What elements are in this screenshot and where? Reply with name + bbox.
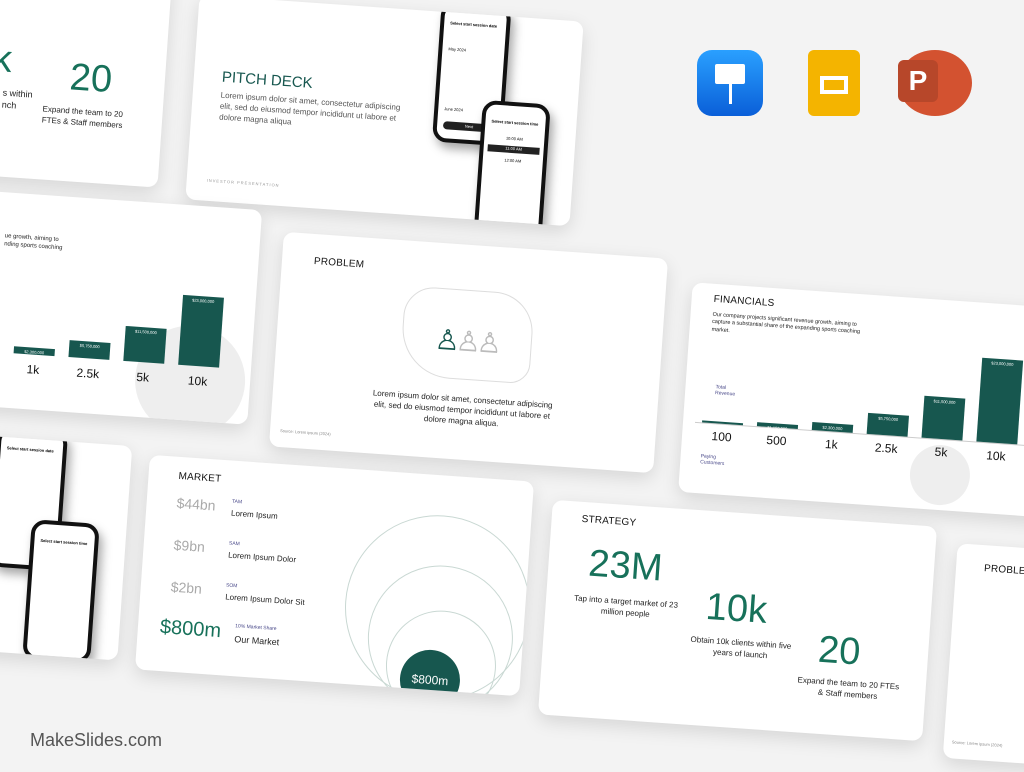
bar: $2,300,000 xyxy=(13,346,56,357)
category-label: 100 xyxy=(711,429,733,445)
slide-body: ue growth, aiming to nding sports coachi… xyxy=(3,233,63,252)
phone-mockup: Select start session time xyxy=(22,519,100,661)
slide-phones-partial[interactable]: Select start session date Select start s… xyxy=(0,434,133,661)
axis-label: Paying Customers xyxy=(700,453,725,467)
market-tag: SAM xyxy=(228,540,240,548)
market-row: $9bn SAM Lorem Ipsum Dolor xyxy=(173,536,296,565)
stat-text: s within nch xyxy=(1,87,33,111)
market-label: Lorem Ipsum Dolor Sit xyxy=(224,592,305,607)
market-row: $2bn SOM Lorem Ipsum Dolor Sit xyxy=(170,578,305,607)
market-row: $44bn TAM Lorem Ipsum xyxy=(176,494,278,521)
category-label: 500 xyxy=(765,432,787,449)
phone-title: Select start session date xyxy=(6,445,54,454)
market-tag: 10% Market Share xyxy=(235,623,277,633)
stat-value: k xyxy=(0,37,14,82)
bar: $11,500,000 xyxy=(122,325,168,364)
category-label: 5k xyxy=(135,369,150,385)
slide-market[interactable]: MARKET $800m $44bn TAM Lorem Ipsum $9bn … xyxy=(134,454,535,697)
market-row: $800m 10% Market Share Our Market xyxy=(159,615,279,647)
bar: $2,300,000 xyxy=(811,421,854,433)
phone-title: Select start session time xyxy=(40,537,88,547)
bar: $5,750,000 xyxy=(866,412,910,437)
category-label: 10k xyxy=(985,448,1007,464)
bar: $5,750,000 xyxy=(68,339,111,360)
market-value: $2bn xyxy=(170,578,203,597)
slide-problem[interactable]: PROBLEM ♙♙♙ Lorem ipsum dolor sit amet, … xyxy=(268,231,669,474)
bar: $1,150,000 xyxy=(756,421,799,432)
powerpoint-icon: P xyxy=(898,50,972,116)
stat-text: Expand the team to 20 FTEs & Staff membe… xyxy=(797,675,900,701)
slide-pitch-deck[interactable]: PITCH DECK Lorem ipsum dolor sit amet, c… xyxy=(185,0,584,227)
bar: $11,500,000 xyxy=(921,395,966,441)
time-slot[interactable]: 12:00 AM xyxy=(504,157,522,164)
stat-text: Expand the team to 20 FTEs & Staff membe… xyxy=(41,104,124,130)
source: Source: Lorem ipsum (2024) xyxy=(279,428,331,437)
phone-mockup: Select start session time 10:00 AM 11:00… xyxy=(473,99,551,227)
market-label: Our Market xyxy=(233,634,280,648)
slide-financials[interactable]: FINANCIALS Our company projects signific… xyxy=(678,282,1024,518)
market-value: $800m xyxy=(159,615,222,643)
slide-title: STRATEGY xyxy=(581,513,637,529)
stat-text: Tap into a target market of 23 million p… xyxy=(573,593,679,619)
calendar-month: May 2024 xyxy=(448,46,467,53)
bar-value-label: $2,300,000 xyxy=(24,348,45,356)
bar-value-label: $11,500,000 xyxy=(933,398,956,405)
stat-value: 23M xyxy=(587,542,664,590)
category-label: 1k xyxy=(26,362,40,378)
bar-value-label: $23,000,000 xyxy=(191,297,215,305)
market-tag: TAM xyxy=(231,498,243,506)
slide-title: MARKET xyxy=(178,470,222,485)
market-label: Lorem Ipsum xyxy=(230,508,278,521)
market-value: $44bn xyxy=(176,494,217,514)
revenue-chart: $230,000 $1,150,000 $2,300,000 $5,750,000 $1… xyxy=(694,338,1024,446)
category-label: 2.5k xyxy=(76,365,100,382)
stat-text: Obtain 10k clients within five years of … xyxy=(690,634,792,660)
category-label: 5k xyxy=(934,444,948,460)
bar-value-label: $5,750,000 xyxy=(79,342,100,349)
bar: $23,000,000 xyxy=(975,357,1024,445)
category-label: 1k xyxy=(824,436,839,452)
revenue-chart: $2,300,000 1k $5,750,000 2.5k $11,500,000 5k $… xyxy=(7,283,231,389)
problem-body: Lorem ipsum dolor sit amet, consectetur … xyxy=(372,388,553,428)
google-slides-icon xyxy=(808,50,860,116)
pitch-title: PITCH DECK xyxy=(221,68,314,92)
people-icon: ♙♙♙ xyxy=(433,323,500,359)
bar-value-label: $23,000,000 xyxy=(991,360,1014,367)
slide-title: PROBLEM xyxy=(983,563,1024,578)
stat-value: 20 xyxy=(816,628,862,674)
time-slot[interactable]: 10:00 AM xyxy=(505,135,523,142)
stat-value: 20 xyxy=(68,56,114,102)
phone-title: Select start session date xyxy=(450,20,498,29)
stat-value: 10k xyxy=(704,585,769,632)
slide-strategy[interactable]: STRATEGY 23M Tap into a target market of… xyxy=(537,499,938,742)
slide-title: FINANCIALS xyxy=(713,293,775,310)
category-label: 2.5k xyxy=(874,440,898,457)
category-label: 10k xyxy=(187,373,208,389)
bar-value-label: $11,500,000 xyxy=(134,328,157,336)
bar: $230,000 xyxy=(701,420,744,429)
calendar-month: June 2024 xyxy=(444,106,464,113)
keynote-icon xyxy=(697,50,763,116)
bar-value-label: $5,750,000 xyxy=(878,415,899,423)
slide-title: PROBLEM xyxy=(313,256,365,271)
market-label: Lorem Ipsum Dolor xyxy=(227,550,297,565)
market-value: $9bn xyxy=(173,536,206,555)
pitch-body: Lorem ipsum dolor sit amet, consectetur … xyxy=(218,90,401,127)
pitch-footer: INVESTOR PRESENTATION xyxy=(206,177,280,188)
bar: $23,000,000 xyxy=(177,294,225,368)
time-slot[interactable]: 11:00 AM xyxy=(487,144,540,155)
slide-financials-partial[interactable]: ue growth, aiming to nding sports coachi… xyxy=(0,190,263,425)
phone-title: Select start session time xyxy=(491,118,539,127)
bar-value-label: $1,150,000 xyxy=(767,424,788,432)
slide-problem-partial[interactable]: PROBLEM Source: Lorem ipsum (2024) xyxy=(942,543,1024,772)
market-tag: SOM xyxy=(225,582,238,590)
brand-label: MakeSlides.com xyxy=(30,730,163,750)
slide-strategy-partial[interactable]: k s within nch 20 Expand the team to 20 … xyxy=(0,0,173,188)
bar-value-label: $2,300,000 xyxy=(822,424,843,431)
source: Source: Lorem ipsum (2024) xyxy=(951,739,1003,748)
